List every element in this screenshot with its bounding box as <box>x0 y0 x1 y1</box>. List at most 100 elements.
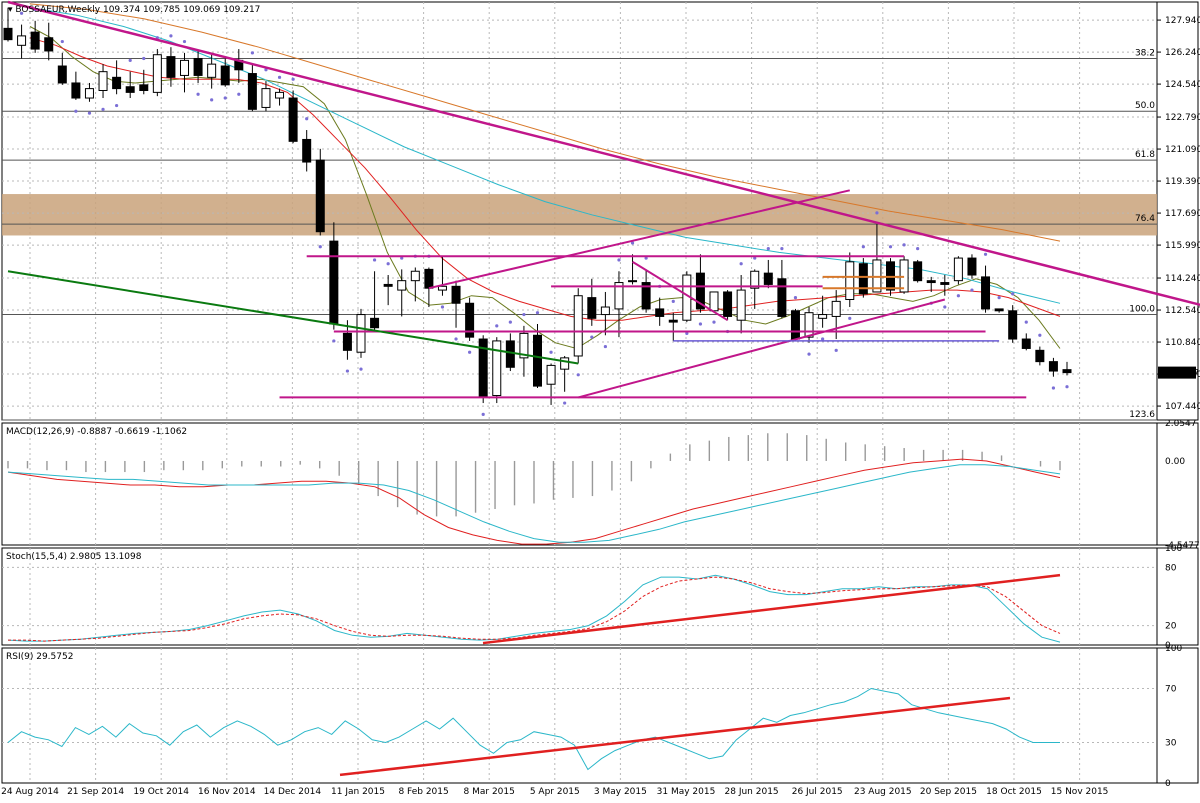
candle <box>1062 361 1072 376</box>
sar-dot <box>793 296 798 300</box>
bull-candle-body <box>818 314 828 319</box>
sar-dot <box>630 241 635 245</box>
candle <box>1048 357 1058 377</box>
sar-dot <box>291 77 295 81</box>
bear-candle-body <box>383 283 393 287</box>
candle <box>17 24 27 59</box>
bear-candle-body <box>465 302 475 338</box>
bear-candle-body <box>587 297 597 319</box>
candle <box>994 308 1004 313</box>
sar-dot <box>87 111 92 115</box>
bear-candle-body <box>3 27 13 41</box>
short-down-line <box>632 260 729 322</box>
candle <box>166 47 176 87</box>
candle <box>30 20 40 53</box>
long-downtrend-line <box>7 0 1200 307</box>
sar-dot <box>861 245 865 249</box>
macd-line <box>7 458 1061 545</box>
sar-dot <box>1065 385 1069 389</box>
rsi-y-label: 70 <box>1165 685 1177 695</box>
bull-candle-body <box>600 306 610 316</box>
candle <box>641 269 651 313</box>
bull-candle-body <box>573 295 583 357</box>
candle <box>410 267 420 302</box>
moving-average-slow <box>29 7 1061 304</box>
y-tick-label: 121.090 <box>1165 145 1200 155</box>
bear-candle-body <box>533 334 542 387</box>
candle <box>275 88 285 106</box>
x-axis-label: 23 Aug 2015 <box>854 787 912 797</box>
rsi-y-label: 30 <box>1165 739 1177 749</box>
x-axis-label: 31 May 2015 <box>657 787 716 797</box>
fib-level-label: 50.0 <box>1135 101 1155 111</box>
candle <box>750 269 760 309</box>
x-axis-label: 20 Sep 2015 <box>920 787 977 797</box>
bear-candle-body <box>125 86 135 93</box>
rsi-panel-frame <box>1 647 1199 784</box>
candle <box>1021 333 1031 351</box>
bull-candle-body <box>261 88 271 108</box>
chart-header: ▾ BOSSAEUR,Weekly 109.374 109.785 109.06… <box>8 5 260 15</box>
sar-dot <box>400 256 404 260</box>
candle <box>261 81 271 112</box>
sar-dot <box>563 401 567 405</box>
sar-dot <box>916 247 920 251</box>
candle <box>967 254 977 279</box>
bear-candle-body <box>763 272 773 285</box>
fib-level-label: 123.6 <box>1129 410 1155 420</box>
y-tick-label: 119.390 <box>1165 177 1200 187</box>
candle <box>247 64 257 112</box>
candle <box>139 69 149 95</box>
x-axis-label: 19 Oct 2014 <box>133 787 189 797</box>
sar-dot <box>142 56 146 61</box>
x-axis-label: 5 Apr 2015 <box>530 787 580 797</box>
bear-candle-body <box>858 263 868 295</box>
y-tick-label: 112.540 <box>1165 306 1200 316</box>
candle <box>668 312 678 341</box>
bull-candle-body <box>750 270 760 289</box>
bear-candle-body <box>777 278 787 317</box>
sar-dot <box>753 256 757 260</box>
sar-dot <box>848 316 852 320</box>
last-price-label: 109.217 <box>1162 369 1199 379</box>
candle <box>1008 305 1018 343</box>
candle <box>981 265 991 313</box>
sar-dot <box>454 337 458 341</box>
fib-level-label: 38.2 <box>1135 48 1155 58</box>
candle <box>709 291 719 312</box>
bear-candle-body <box>342 332 352 351</box>
sar-dot <box>875 211 879 215</box>
candle <box>478 335 488 404</box>
sar-dot <box>902 243 906 247</box>
sar-dot <box>332 339 336 343</box>
sar-dot <box>766 247 770 251</box>
macd-y-label: 0.00 <box>1165 457 1185 467</box>
bear-candle-body <box>220 65 230 86</box>
bull-candle-body <box>17 35 27 46</box>
bear-candle-body <box>166 56 176 78</box>
bear-candle-body <box>981 276 991 310</box>
candle <box>736 275 746 334</box>
sar-dot <box>386 262 390 266</box>
fib-level-label: 61.8 <box>1135 150 1155 160</box>
y-tick-label: 124.540 <box>1165 80 1200 90</box>
stoch-line <box>8 576 1061 642</box>
bear-candle-body <box>71 82 81 99</box>
candle <box>302 130 312 172</box>
candle <box>546 363 556 405</box>
bull-candle-body <box>709 291 719 312</box>
candle <box>44 22 54 61</box>
x-axis-label: 8 Feb 2015 <box>398 787 448 797</box>
sar-dot <box>834 348 838 352</box>
bull-candle-body <box>804 312 814 338</box>
candle <box>98 64 108 99</box>
sar-dot <box>603 344 607 349</box>
y-tick-label: 110.840 <box>1165 338 1200 348</box>
candle <box>180 52 189 93</box>
bull-candle-body <box>560 357 570 370</box>
bear-candle-body <box>668 319 678 323</box>
bear-candle-body <box>1008 310 1018 340</box>
long-support-line <box>7 270 579 365</box>
x-axis-label: 21 Sep 2014 <box>67 787 124 797</box>
